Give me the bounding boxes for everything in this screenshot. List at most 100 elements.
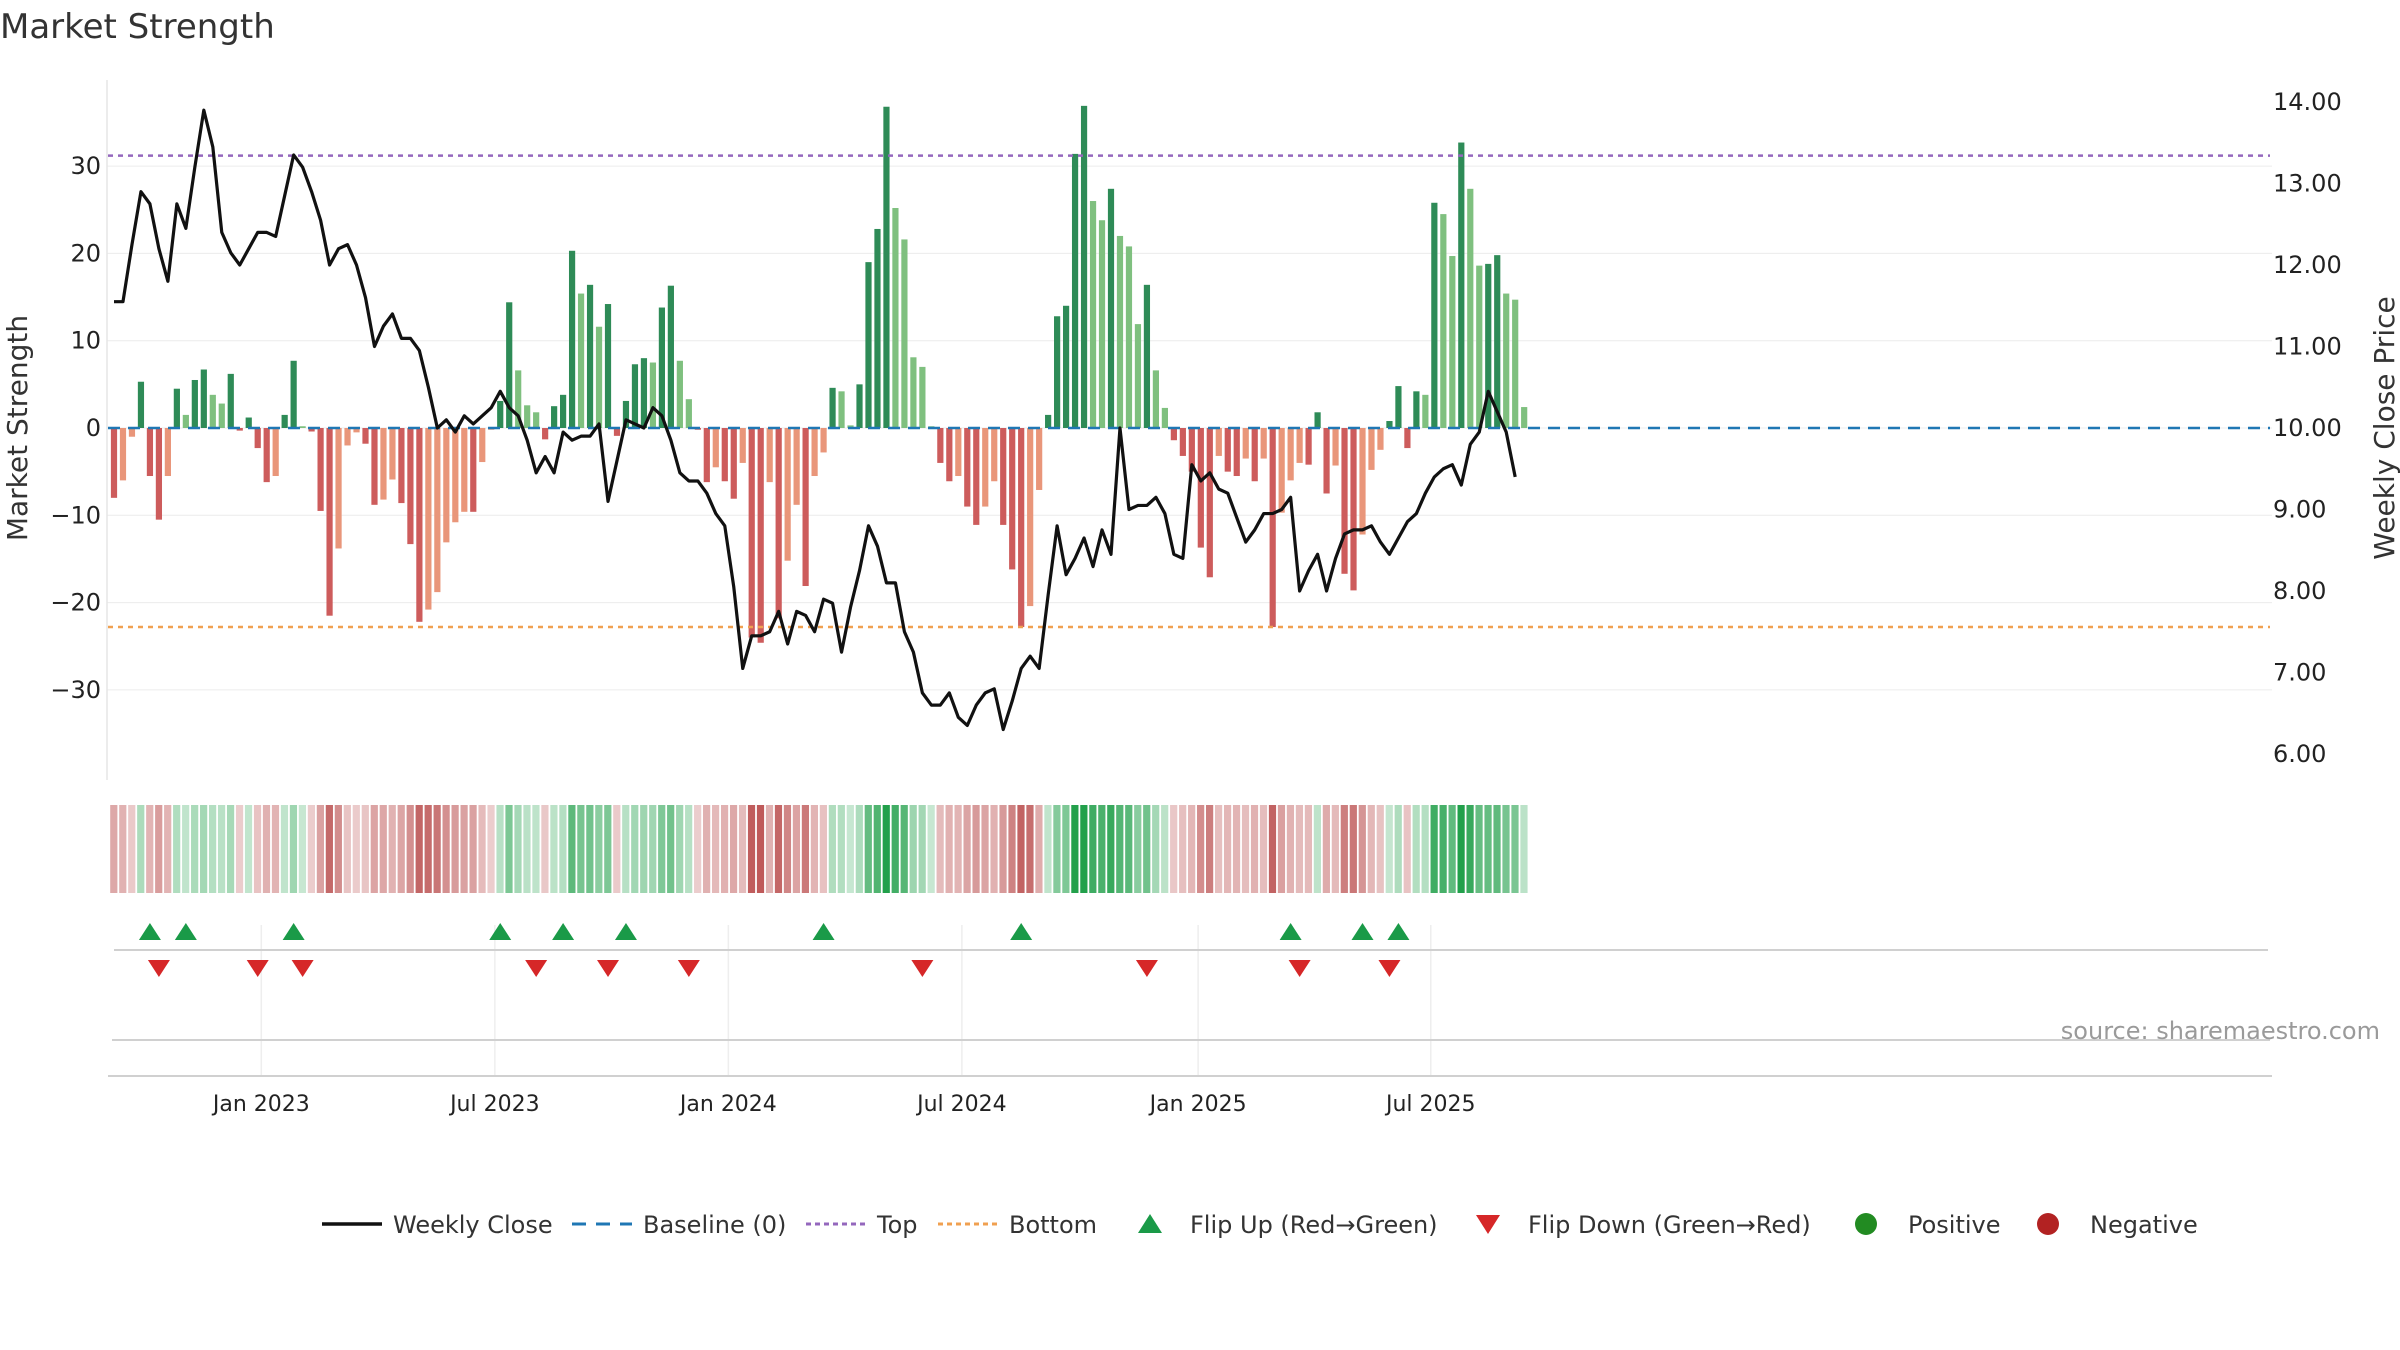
heat-cell — [765, 805, 774, 893]
flip-up-marker — [1010, 923, 1033, 940]
strength-bar — [1440, 214, 1447, 428]
main-gridlines — [107, 165, 2272, 691]
strength-bar — [622, 400, 630, 428]
date-tick-label: Jan 2023 — [211, 1092, 310, 1117]
strength-bar — [1036, 428, 1043, 490]
strength-bar — [1071, 153, 1079, 428]
strength-bar — [1054, 316, 1061, 428]
strength-bar — [1278, 428, 1285, 513]
heat-cell — [1062, 805, 1070, 893]
date-axis-ticks: Jan 2023 Jul 2023 Jan 2024 Jul 2024 Jan 2025… — [211, 1092, 1476, 1117]
left-tick-label: −10 — [50, 501, 101, 529]
strength-bar — [389, 428, 396, 480]
strength-bar — [272, 428, 279, 477]
heat-cell — [289, 805, 298, 893]
legend-label: Flip Up (Red→Green) — [1190, 1211, 1438, 1239]
strength-bar — [1018, 428, 1025, 628]
heat-cell — [649, 805, 657, 893]
strength-bar — [982, 428, 989, 507]
strength-bar — [847, 425, 854, 428]
strength-bar — [865, 262, 872, 428]
heat-cell — [873, 805, 881, 893]
heat-cell — [343, 805, 351, 893]
strength-bar — [254, 428, 261, 449]
heat-cell — [577, 805, 585, 893]
heat-cell — [1376, 805, 1384, 893]
strength-bar — [955, 428, 962, 477]
strength-heat-strip — [110, 805, 1528, 893]
heat-cell — [1250, 805, 1259, 893]
heat-cell — [541, 805, 549, 893]
strength-bar — [1161, 407, 1168, 428]
heat-cell — [819, 805, 827, 893]
heat-cell — [1295, 805, 1304, 893]
date-tick-label: Jan 2024 — [678, 1092, 777, 1117]
heat-cell — [406, 805, 414, 893]
heat-cell — [640, 805, 648, 893]
strength-bar — [1512, 299, 1519, 428]
strength-bar — [1296, 428, 1303, 463]
heat-cell — [703, 805, 711, 893]
heat-cell — [1098, 805, 1106, 893]
strength-bar — [685, 399, 692, 428]
strength-bar — [128, 428, 136, 437]
strength-bar — [649, 362, 657, 428]
strength-bar — [937, 428, 944, 463]
strength-bar — [542, 428, 549, 440]
strength-bar — [856, 384, 863, 428]
strength-bar — [236, 428, 243, 431]
heat-cell — [415, 805, 423, 893]
heat-cell — [963, 805, 971, 893]
heat-cell — [622, 805, 630, 893]
strength-bar — [164, 428, 171, 477]
right-tick-label: 9.00 — [2273, 496, 2326, 524]
strength-bar — [362, 428, 369, 444]
heat-cell — [1367, 805, 1375, 893]
strength-bar — [748, 428, 755, 638]
heat-cell — [164, 805, 172, 893]
strength-bar — [577, 293, 585, 428]
heat-cell — [226, 805, 235, 893]
strength-bar — [1458, 142, 1465, 428]
strength-bar — [1467, 188, 1474, 428]
strength-bar — [533, 412, 540, 428]
strength-bar — [1080, 105, 1088, 429]
heat-cell — [676, 805, 684, 893]
strength-bar — [1476, 265, 1483, 428]
strength-bar — [1197, 428, 1204, 548]
heat-cell — [783, 805, 792, 893]
strength-bar — [1431, 202, 1438, 428]
heat-cell — [1044, 805, 1052, 893]
strength-bar — [299, 426, 306, 428]
strength-bar — [1089, 201, 1097, 428]
heat-cell — [1304, 805, 1313, 893]
date-tick-label: Jul 2023 — [448, 1092, 540, 1117]
strength-bar — [209, 394, 216, 428]
strength-bar — [793, 428, 800, 505]
strength-bar — [1350, 428, 1357, 591]
heat-cell — [1493, 805, 1501, 893]
strength-bar — [1251, 428, 1258, 482]
heat-cell — [1026, 805, 1034, 893]
strength-bar — [604, 304, 612, 428]
heat-cell — [756, 805, 765, 893]
flip-markers — [138, 923, 1410, 977]
strength-bar — [1206, 428, 1213, 578]
heat-cell — [747, 805, 756, 893]
strength-bar — [1332, 428, 1339, 466]
heat-cell — [1170, 805, 1178, 893]
strength-bar — [1224, 428, 1231, 472]
strength-bar — [1000, 428, 1007, 525]
strength-bar — [380, 428, 387, 500]
heat-cell — [1475, 805, 1483, 893]
strength-bar — [1323, 428, 1330, 494]
strength-bar — [218, 403, 225, 428]
strength-bar — [353, 428, 360, 433]
strength-bar — [1314, 412, 1321, 428]
heat-cell — [792, 805, 801, 893]
strength-bar — [658, 307, 665, 428]
left-tick-label: 20 — [70, 239, 101, 267]
strength-bar — [811, 428, 818, 477]
heat-cell — [613, 805, 621, 893]
heat-cell — [972, 805, 980, 893]
